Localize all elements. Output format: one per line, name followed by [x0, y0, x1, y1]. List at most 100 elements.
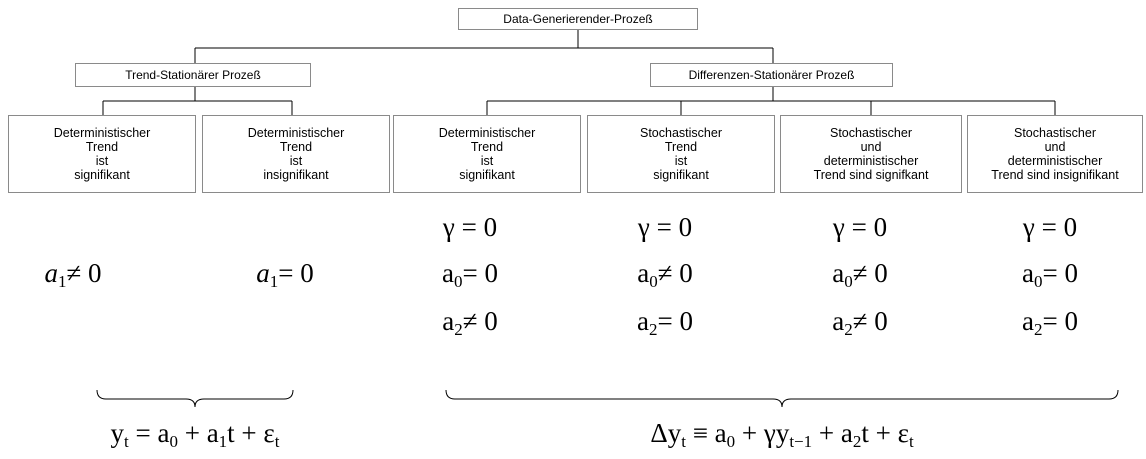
leaf-line: Deterministischer	[438, 126, 536, 140]
leaf-line: signifikant	[653, 168, 709, 182]
condition-relation: ≠ 0	[462, 306, 498, 336]
condition-subscript: 1	[57, 272, 67, 291]
formula-term: + a	[812, 418, 853, 448]
formula: Δyt ≡ a0 + γyt−1 + a2t + εt	[650, 418, 913, 452]
branch-node: Trend-Stationärer Prozeß	[75, 63, 311, 87]
leaf-node: Stochastischer und deterministischer Trend …	[780, 115, 962, 193]
condition: a0= 0	[442, 258, 498, 292]
condition-symbol: a	[1022, 258, 1034, 288]
leaf-line: Trend	[279, 140, 313, 154]
formula-subscript: 1	[218, 432, 228, 451]
condition-subscript: 2	[649, 320, 658, 339]
condition: γ = 0	[833, 212, 887, 243]
formula-subscript: t	[908, 432, 914, 451]
condition-relation: = 0	[1042, 306, 1078, 336]
leaf-line: Trend	[85, 140, 119, 154]
condition-subscript: 2	[1034, 320, 1043, 339]
leaf-line: signifikant	[74, 168, 130, 182]
condition-relation: = 0	[278, 258, 314, 288]
leaf-line: Stochastischer	[1014, 126, 1096, 140]
condition-symbol: γ = 0	[637, 212, 693, 242]
condition: γ = 0	[443, 212, 497, 243]
leaf-line: Trend	[470, 140, 504, 154]
condition-subscript: 1	[269, 272, 279, 291]
condition: a2≠ 0	[832, 306, 888, 340]
condition: γ = 0	[1023, 212, 1077, 243]
formula-term: + γy	[735, 418, 790, 448]
formula-subscript: t	[274, 432, 280, 451]
condition-subscript: 2	[454, 320, 463, 339]
condition: a2= 0	[1022, 306, 1078, 340]
formula-subscript: t	[124, 432, 129, 451]
leaf-line: Deterministischer	[53, 126, 151, 140]
formula-term: = a	[128, 418, 170, 448]
condition-symbol: γ = 0	[832, 212, 888, 242]
formula-term: + a	[177, 418, 219, 448]
condition-subscript: 0	[649, 272, 658, 291]
leaf-node: Deterministischer Trend ist insignifikant	[202, 115, 390, 193]
leaf-line: ist	[674, 154, 688, 168]
leaf-line: Deterministischer	[247, 126, 345, 140]
formula-term: ≡ a	[685, 418, 727, 448]
condition: a1≠ 0	[44, 258, 101, 292]
leaf-node: Deterministischer Trend ist signifikant	[8, 115, 196, 193]
formula-subscript: 0	[726, 432, 736, 451]
leaf-line: Trend	[664, 140, 698, 154]
condition-symbol: a	[832, 306, 845, 336]
condition-relation: ≠ 0	[657, 258, 693, 288]
leaf-node: Deterministischer Trend ist signifikant	[393, 115, 581, 193]
condition-symbol: a	[442, 258, 454, 288]
leaf-line: Trend sind insignifikant	[991, 168, 1119, 182]
condition-symbol: a	[44, 258, 58, 288]
formula-term: t + ε	[227, 418, 275, 448]
formula-term: t + ε	[861, 418, 909, 448]
condition: γ = 0	[638, 212, 692, 243]
condition-relation: ≠ 0	[852, 258, 888, 288]
leaf-node: Stochastischer und deterministischer Trend …	[967, 115, 1143, 193]
leaf-line: Trend sind signifkant	[813, 168, 929, 182]
condition-relation: = 0	[657, 306, 693, 336]
formula-subscript: 0	[169, 432, 178, 451]
condition: a2≠ 0	[442, 306, 498, 340]
leaf-line: signifikant	[459, 168, 515, 182]
leaf-line: deterministischer	[1007, 154, 1103, 168]
condition-symbol: γ = 0	[442, 212, 498, 242]
condition-relation: ≠ 0	[66, 258, 102, 288]
condition: a1= 0	[256, 258, 313, 292]
leaf-line: ist	[480, 154, 494, 168]
leaf-line: insignifikant	[263, 168, 329, 182]
condition: a0≠ 0	[637, 258, 693, 292]
condition-symbol: a	[832, 258, 845, 288]
formula: yt = a0 + a1t + εt	[111, 418, 280, 452]
leaf-line: deterministischer	[823, 154, 919, 168]
leaf-line: ist	[289, 154, 303, 168]
condition-symbol: a	[256, 258, 270, 288]
leaf-line: ist	[95, 154, 109, 168]
formula-term: Δy	[650, 418, 682, 448]
leaf-node: Stochastischer Trend ist signifikant	[587, 115, 775, 193]
condition-subscript: 0	[1034, 272, 1043, 291]
formula-subscript: t	[681, 432, 686, 451]
condition: a2= 0	[637, 306, 693, 340]
condition-symbol: a	[637, 258, 650, 288]
condition-relation: ≠ 0	[852, 306, 888, 336]
condition-symbol: a	[637, 306, 649, 336]
condition-symbol: a	[1022, 306, 1034, 336]
leaf-line: und	[860, 140, 882, 154]
condition-symbol: γ = 0	[1022, 212, 1078, 242]
condition-relation: = 0	[1042, 258, 1078, 288]
root-node: Data-Generierender-Prozeß	[458, 8, 698, 30]
leaf-line: Stochastischer	[640, 126, 722, 140]
leaf-line: Stochastischer	[830, 126, 912, 140]
condition: a0= 0	[1022, 258, 1078, 292]
condition-relation: = 0	[462, 258, 498, 288]
condition-symbol: a	[442, 306, 455, 336]
formula-term: y	[110, 418, 125, 448]
formula-subscript: 2	[852, 432, 862, 451]
branch-node: Differenzen-Stationärer Prozeß	[650, 63, 893, 87]
condition-subscript: 2	[844, 320, 853, 339]
condition-subscript: 0	[844, 272, 853, 291]
formula-subscript: t−1	[789, 432, 813, 451]
